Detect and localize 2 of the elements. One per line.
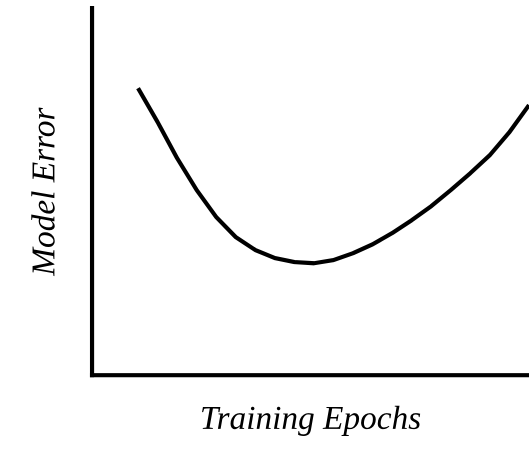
y-axis-title: Model Error [31, 107, 55, 276]
x-axis-title: Training Epochs [202, 406, 420, 436]
